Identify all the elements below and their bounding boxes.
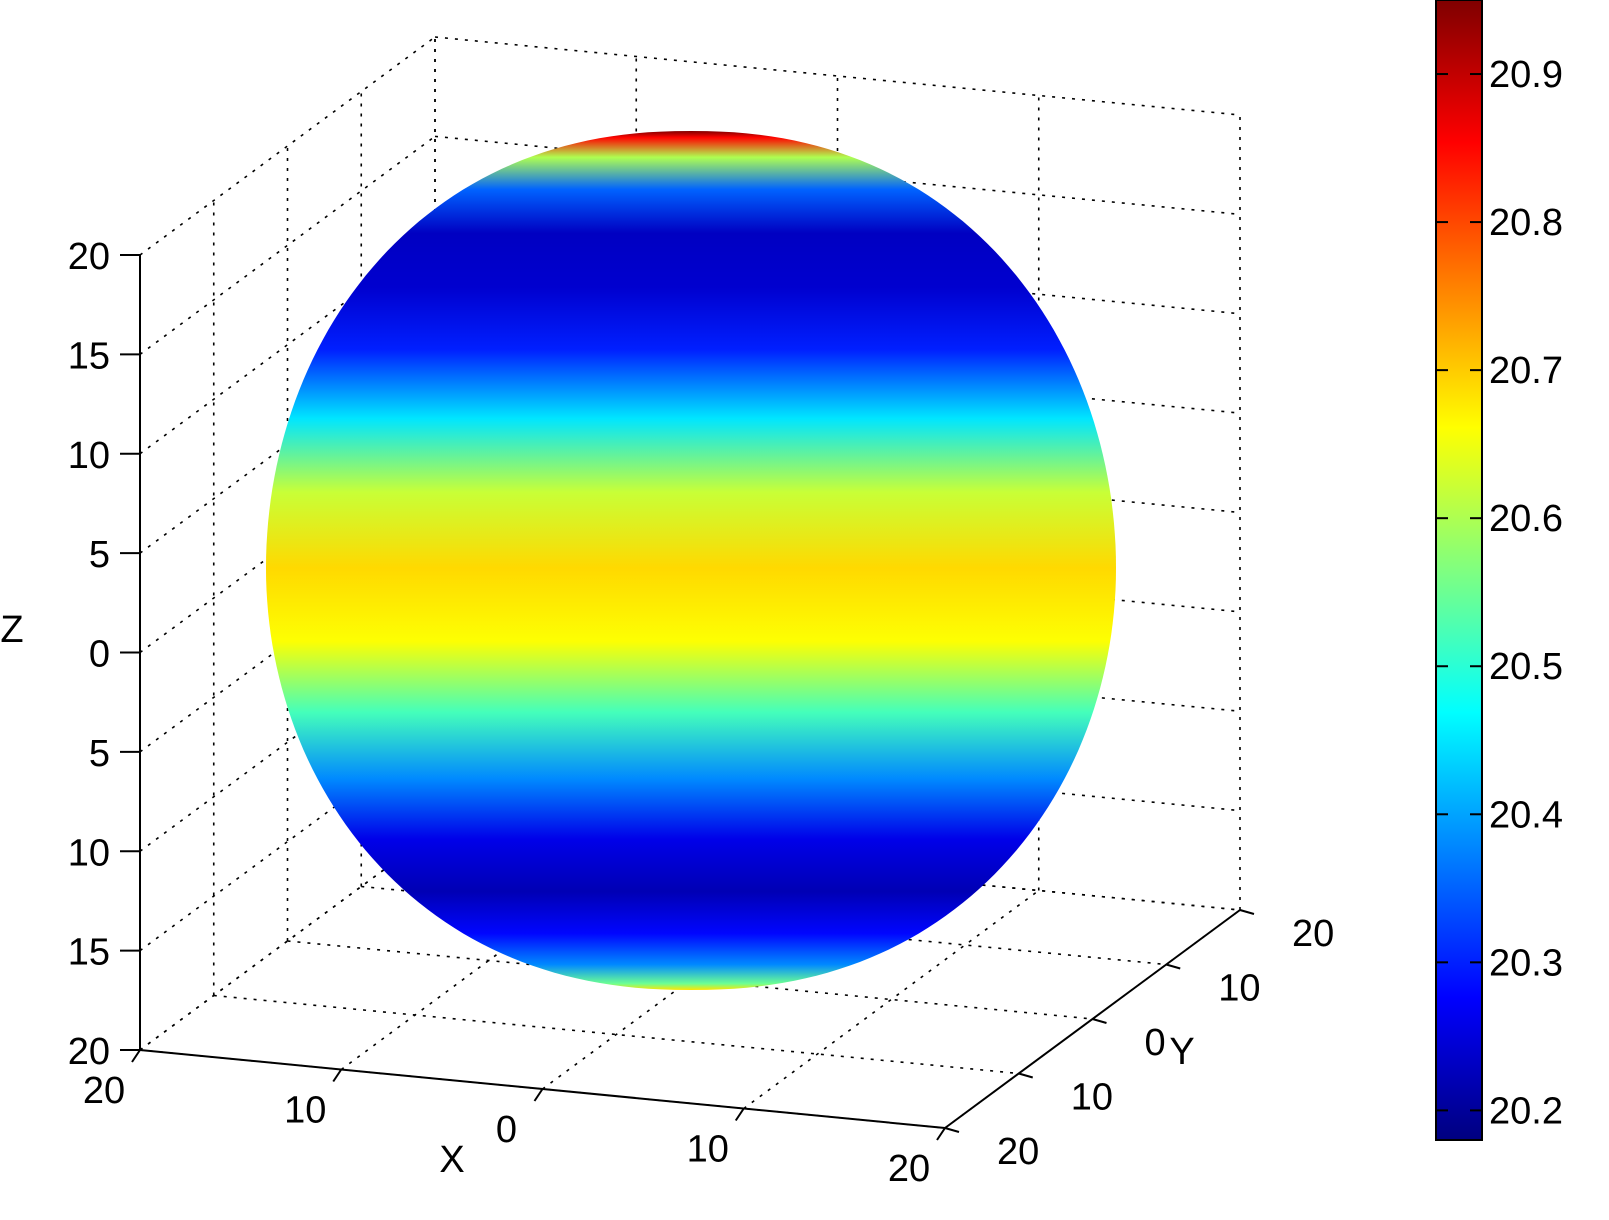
sphere-surface <box>266 131 1116 990</box>
x-tick-label: 20 <box>83 1070 125 1112</box>
y-tick-mark <box>1165 963 1181 970</box>
y-tick-mark <box>944 1127 960 1133</box>
colorbar-bar <box>1435 0 1483 1141</box>
back-wall-gridline <box>434 36 1241 116</box>
colorbar: 20.2 20.3 20.4 20.5 20.6 20.7 20.8 20.9 <box>1435 0 1563 1141</box>
y-tick-mark <box>1092 1018 1107 1024</box>
x-tick-label: 0 <box>496 1109 517 1151</box>
x-tick-mark <box>734 1107 745 1122</box>
z-tick-label: 10 <box>68 832 110 874</box>
left-wall-gridline <box>139 731 436 952</box>
x-tick-mark <box>131 1049 141 1063</box>
left-wall-gridline <box>139 334 436 554</box>
x-tick-mark <box>332 1068 343 1083</box>
left-wall-gridline <box>139 433 436 654</box>
colorbar-tick-label: 20.8 <box>1489 202 1563 244</box>
x-tick-mark <box>936 1127 946 1141</box>
z-axis-label: Z <box>0 609 23 651</box>
z-tick-label: 5 <box>89 733 110 775</box>
floor-gridline <box>340 850 637 1071</box>
colorbar-tick-label: 20.3 <box>1489 942 1563 984</box>
floor-gridline <box>542 870 838 1090</box>
left-wall-gridline <box>139 235 436 455</box>
z-tick-label: 15 <box>68 335 110 377</box>
y-tick-mark <box>1239 909 1255 915</box>
x-tick-label: 10 <box>687 1129 729 1171</box>
z-tick-label: 20 <box>68 1031 110 1073</box>
left-wall-gridline <box>139 533 436 753</box>
y-tick-label: 10 <box>1071 1077 1113 1119</box>
colorbar-ticks: 20.2 20.3 20.4 20.5 20.6 20.7 20.8 20.9 <box>1436 54 1563 1132</box>
z-tick-label: 0 <box>89 634 110 676</box>
colorbar-tick-label: 20.6 <box>1489 498 1563 540</box>
x-tick-label: 20 <box>888 1148 930 1190</box>
left-wall-gridline <box>139 135 436 356</box>
z-tick-label: 10 <box>68 435 110 477</box>
z-tick-label: 20 <box>68 236 110 278</box>
x-axis-label: X <box>439 1139 464 1181</box>
y-tick-label: 10 <box>1218 968 1260 1010</box>
colorbar-tick-label: 20.4 <box>1489 794 1563 836</box>
y-tick-label: 20 <box>1292 913 1334 955</box>
y-tick-mark <box>1018 1072 1034 1079</box>
x-tick-label: 10 <box>284 1090 326 1132</box>
y-axis-label: Y <box>1169 1031 1194 1073</box>
y-tick-label: 20 <box>997 1131 1039 1173</box>
z-tick-label: 15 <box>68 932 110 974</box>
z-tick-label: 5 <box>89 534 110 576</box>
x-tick-mark <box>533 1088 544 1102</box>
colorbar-tick-label: 20.9 <box>1489 54 1563 96</box>
left-wall-gridline <box>139 831 436 1051</box>
colorbar-tick-label: 20.7 <box>1489 350 1563 392</box>
left-wall-gridline <box>139 36 436 256</box>
floor-gridline <box>743 889 1040 1110</box>
colorbar-tick-label: 20.5 <box>1489 646 1563 688</box>
colorbar-tick-label: 20.2 <box>1489 1090 1563 1132</box>
y-tick-label: 0 <box>1145 1022 1166 1064</box>
left-wall-gridline <box>139 632 436 852</box>
